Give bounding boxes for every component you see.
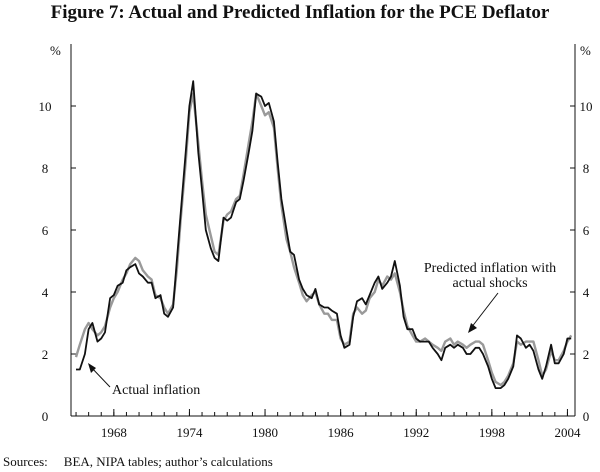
x-tick-label-1: 1974: [176, 425, 203, 440]
tick-marks: [71, 105, 575, 417]
annotation-layer: Actual inflation Predicted inflation wit…: [88, 261, 556, 398]
x-tick-label-4: 1992: [403, 425, 429, 440]
y-tick-label-left-3: 6: [42, 223, 49, 238]
y-tick-label-right-0: 0: [583, 409, 590, 424]
axes-group: [70, 44, 576, 417]
y-tick-label-left-2: 4: [42, 285, 49, 300]
predicted-arrow-line: [470, 292, 499, 329]
series-line-predicted-inflation: [74, 92, 573, 387]
predicted-arrow-head: [468, 323, 477, 333]
annotation-actual-inflation: Actual inflation: [112, 383, 200, 398]
series-layer: [74, 80, 573, 390]
x-tick-label-2: 1980: [252, 425, 278, 440]
actual-inflation-arrow-head: [88, 363, 96, 373]
x-tick-label-6: 2004: [554, 425, 581, 440]
source-text: BEA, NIPA tables; author’s calculations: [63, 454, 273, 469]
chart-title: Figure 7: Actual and Predicted Inflation…: [50, 2, 550, 23]
annotation-predicted-line2: actual shocks: [452, 276, 527, 291]
x-tick-label-5: 1998: [479, 425, 505, 440]
source-label: Sources:: [3, 454, 48, 469]
x-tick-label-0: 1968: [101, 425, 127, 440]
y-unit-label-left: %: [50, 43, 61, 58]
y-tick-label-right-4: 8: [583, 161, 590, 176]
series-line-actual-inflation: [76, 80, 572, 390]
source-note: Sources: BEA, NIPA tables; author’s calcu…: [3, 454, 273, 470]
tick-labels: 0 0 2 2 4 4 6 6 8 8 10 10 1968 1974 1980 1986 1992 1998 20…: [39, 99, 593, 440]
y-tick-label-right-1: 2: [583, 347, 590, 362]
y-tick-label-right-3: 6: [583, 223, 590, 238]
x-tick-label-3: 1986: [328, 425, 355, 440]
y-unit-label-right: %: [580, 43, 591, 58]
annotation-predicted-line1: Predicted inflation with: [424, 261, 556, 276]
y-tick-label-left-5: 10: [39, 99, 52, 114]
y-tick-label-left-0: 0: [42, 409, 49, 424]
y-tick-label-right-5: 10: [580, 99, 593, 114]
y-tick-label-left-1: 2: [42, 347, 49, 362]
y-tick-label-right-2: 4: [583, 285, 590, 300]
y-tick-label-left-4: 8: [42, 161, 49, 176]
